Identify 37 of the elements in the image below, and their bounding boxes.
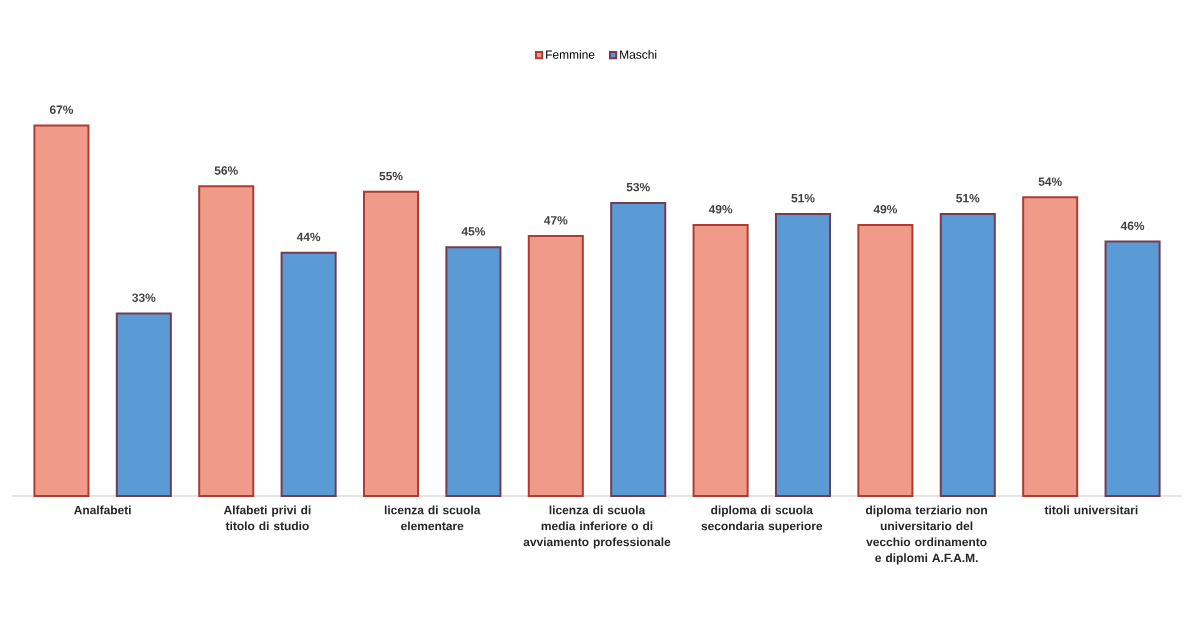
data-label: 53% (626, 182, 650, 192)
data-label: 45% (461, 227, 486, 236)
x-tick-label: titoli universitari (1044, 505, 1138, 515)
bar (939, 212, 996, 497)
bar (1022, 196, 1079, 497)
bar (774, 212, 832, 497)
data-label: 44% (296, 232, 321, 242)
bar (362, 190, 420, 497)
data-label: 55% (379, 171, 403, 181)
x-tick-label: diploma terziario non universitario del vecchio ordinamento e diplomi A.F.A.M. (865, 505, 987, 565)
data-label: 51% (956, 194, 980, 203)
data-label: 33% (132, 293, 156, 302)
data-label: 67% (49, 105, 74, 114)
bar (280, 251, 337, 497)
bar (857, 224, 914, 497)
bar (610, 201, 667, 497)
bar (198, 185, 255, 497)
bar (1104, 240, 1161, 497)
x-tick-label: Analfabeti (74, 505, 131, 515)
bar (33, 124, 90, 497)
data-label: 47% (544, 216, 568, 225)
data-label: 46% (1120, 221, 1145, 231)
bar (445, 246, 502, 497)
legend-label: Femmine (546, 50, 595, 59)
x-tick-label: diploma di scuola secondaria superiore (701, 505, 823, 533)
data-label: 54% (1038, 177, 1062, 186)
data-label: 56% (214, 166, 238, 175)
legend-label: Maschi (620, 50, 657, 59)
x-tick-label: Alfabeti privi di titolo di studio (223, 505, 311, 531)
data-label: 49% (873, 205, 898, 214)
data-label: 49% (708, 205, 733, 214)
data-label: 51% (791, 194, 815, 203)
x-tick-label: licenza di scuola media inferiore o di avviamento professionale (523, 505, 671, 549)
bar (115, 312, 172, 497)
bar (692, 224, 749, 497)
x-tick-label: licenza di scuola elementare (384, 505, 481, 531)
bar (527, 235, 584, 497)
